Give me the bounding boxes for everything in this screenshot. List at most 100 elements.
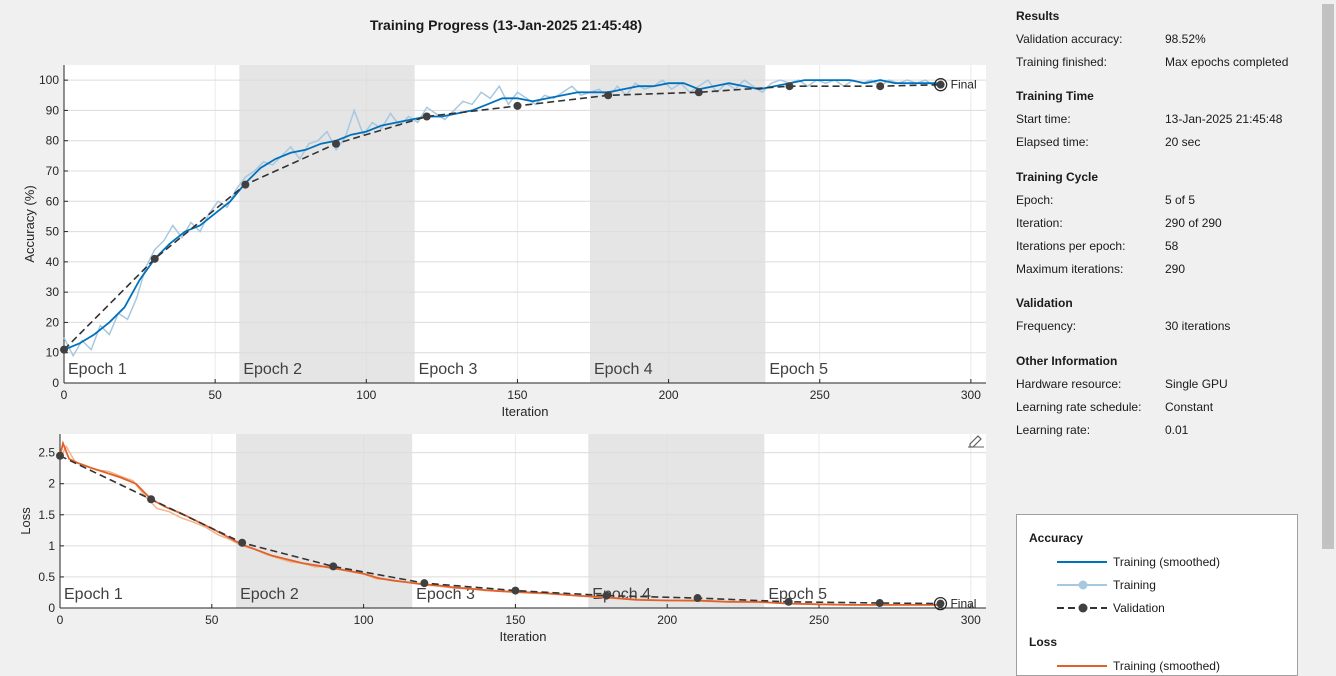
validation-point	[602, 591, 611, 600]
y-tick-label: 40	[46, 255, 60, 269]
frequency-value: 30 iterations	[1165, 319, 1231, 333]
y-tick-label: 2	[48, 477, 55, 491]
y-tick-label: 60	[46, 194, 60, 208]
epoch-label: Epoch 3	[419, 361, 478, 378]
x-tick-label: 100	[356, 388, 376, 402]
validation-point	[513, 101, 522, 110]
legend-panel: Accuracy Training (smoothed) Training Va…	[1016, 514, 1298, 676]
x-tick-label: 0	[61, 388, 68, 402]
training-smoothed-series-line	[63, 79, 941, 351]
y-tick-label: 1	[48, 539, 55, 553]
validation-point	[694, 88, 703, 97]
epoch-label: Epoch 5	[769, 361, 828, 378]
x-tick-label: 0	[57, 613, 64, 627]
validation-point	[784, 597, 793, 606]
y-axis-title: Accuracy (%)	[22, 185, 37, 262]
hardware-resource-value: Single GPU	[1165, 377, 1228, 391]
loss-chart: Epoch 1 Epoch 2 Epoch 3 Epoch 4 Epoch 50 50 10…	[18, 434, 986, 644]
y-tick-label: 100	[39, 73, 59, 87]
validation-point	[147, 495, 156, 504]
epoch-shade	[239, 65, 415, 383]
accuracy-chart: Epoch 1 Epoch 2 Epoch 3 Epoch 4 Epoch 5 0 50 10…	[22, 65, 986, 419]
validation-point	[936, 599, 945, 608]
validation-final-ring	[934, 78, 948, 92]
validation-point	[332, 139, 341, 148]
x-tick-label: 150	[505, 613, 525, 627]
y-tick-label: 0	[48, 601, 55, 615]
x-tick-label: 300	[961, 613, 981, 627]
chart-title: Training Progress (13-Jan-2025 21:45:48)	[369, 17, 643, 33]
legend-training-smoothed-swatch	[1057, 561, 1107, 563]
legend-training-swatch	[1057, 580, 1107, 590]
elapsed-time-value: 20 sec	[1165, 135, 1201, 149]
iterations-per-epoch-value: 58	[1165, 239, 1179, 253]
iteration-value: 290 of 290	[1165, 216, 1222, 230]
y-tick-label: 30	[46, 285, 60, 299]
scrollbar-thumb[interactable]	[1322, 4, 1334, 549]
x-tick-label: 150	[507, 388, 527, 402]
y-tick-label: 0	[52, 376, 59, 390]
validation-point	[936, 80, 945, 89]
epoch-value: 5 of 5	[1165, 193, 1196, 207]
validation-final-ring	[933, 597, 948, 611]
validation-point	[511, 586, 520, 595]
start-time-label: Start time:	[1016, 112, 1071, 126]
validation-point	[693, 594, 702, 603]
validation-point	[420, 579, 429, 588]
validation-point	[785, 82, 794, 91]
x-tick-label: 250	[809, 613, 829, 627]
legend-validation-label: Validation	[1113, 601, 1165, 615]
validation-point	[150, 254, 159, 263]
x-axis-title: Iteration	[502, 404, 549, 419]
learning-rate-label: Learning rate:	[1016, 423, 1091, 437]
plot-area	[64, 65, 986, 383]
legend-loss-training-smoothed-swatch	[1057, 665, 1107, 667]
legend-training-label: Training	[1113, 578, 1156, 592]
y-tick-label: 90	[46, 103, 60, 117]
x-axis-title: Iteration	[500, 629, 547, 644]
pencil-edit-icon[interactable]	[966, 432, 986, 448]
x-tick-label: 200	[657, 613, 677, 627]
hardware-resource-label: Hardware resource:	[1016, 377, 1122, 391]
y-tick-label: 50	[46, 225, 60, 239]
epoch-label: Epoch 4	[594, 361, 653, 378]
validation-accuracy-label: Validation accuracy:	[1016, 32, 1123, 46]
legend-accuracy-title: Accuracy	[1029, 531, 1084, 545]
training-cycle-title: Training Cycle	[1016, 170, 1099, 184]
epoch-label: Epoch 5	[768, 586, 827, 603]
validation-point	[329, 562, 338, 571]
training-finished-label: Training finished:	[1016, 55, 1107, 69]
y-tick-label: 80	[46, 134, 60, 148]
final-label: Final	[950, 597, 976, 611]
epoch-shade	[236, 434, 413, 608]
x-tick-label: 200	[659, 388, 679, 402]
epoch-label: Epoch 3	[416, 586, 475, 603]
legend-validation-swatch	[1057, 603, 1107, 613]
x-tick-label: 100	[354, 613, 374, 627]
elapsed-time-label: Elapsed time:	[1016, 135, 1089, 149]
learning-rate-value: 0.01	[1165, 423, 1189, 437]
validation-point	[422, 112, 431, 121]
x-tick-label: 50	[208, 388, 222, 402]
validation-point	[60, 345, 68, 354]
epoch-label: Epoch 2	[240, 586, 299, 603]
iteration-label: Iteration:	[1016, 216, 1063, 230]
epoch-label: Epoch:	[1016, 193, 1054, 207]
validation-title: Validation	[1016, 296, 1073, 310]
validation-point	[56, 451, 64, 460]
y-tick-label: 2.5	[38, 446, 55, 460]
maximum-iterations-value: 290	[1165, 262, 1186, 276]
epoch-label: Epoch 1	[64, 586, 123, 603]
x-tick-label: 250	[810, 388, 830, 402]
epoch-label: Epoch 1	[68, 361, 127, 378]
final-label: Final	[951, 78, 977, 92]
learning-rate-schedule-value: Constant	[1165, 400, 1214, 414]
maximum-iterations-label: Maximum iterations:	[1016, 262, 1124, 276]
validation-accuracy-value: 98.52%	[1165, 32, 1206, 46]
y-tick-label: 70	[46, 164, 60, 178]
learning-rate-schedule-label: Learning rate schedule:	[1016, 400, 1142, 414]
training-smoothed-series-line	[59, 440, 941, 606]
validation-point	[876, 82, 885, 91]
y-tick-label: 0.5	[38, 570, 55, 584]
legend-loss-title: Loss	[1029, 635, 1058, 649]
